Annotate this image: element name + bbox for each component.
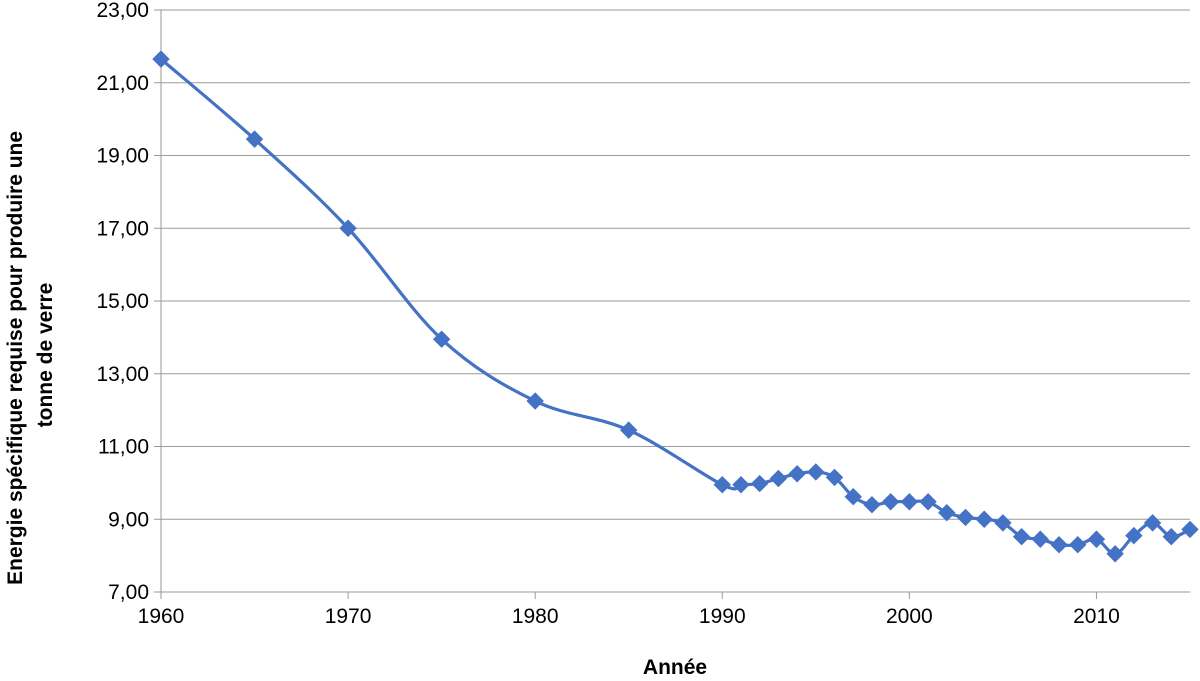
- data-point-marker: [938, 503, 956, 522]
- data-point-marker: [807, 463, 825, 481]
- y-axis-title-line-2: tonne de verre: [34, 283, 57, 428]
- y-axis-ticks: 7,00 9,00 11,00 13,00 15,00 17,00 19,00 21,00 23…: [96, 0, 161, 604]
- y-tick-label: 21,00: [96, 72, 149, 95]
- data-point-marker: [881, 493, 900, 511]
- y-tick-label: 9,00: [108, 508, 149, 531]
- data-point-marker: [825, 468, 844, 487]
- x-tick-label: 1970: [325, 605, 372, 628]
- y-tick-label: 7,00: [108, 581, 149, 604]
- data-point-marker: [844, 487, 862, 506]
- x-tick-label: 1980: [512, 605, 559, 628]
- data-point-marker: [788, 465, 806, 483]
- data-point-marker: [900, 493, 919, 511]
- data-point-marker: [750, 474, 769, 493]
- data-point-marker: [1181, 520, 1199, 539]
- data-point-marker: [919, 493, 937, 511]
- y-tick-label: 11,00: [98, 436, 149, 459]
- data-point-marker: [432, 330, 451, 348]
- data-point-marker: [1106, 545, 1124, 563]
- data-point-marker: [994, 514, 1012, 532]
- data-point-marker: [1087, 530, 1106, 548]
- y-axis-title-line-1: Energie spécifique requise pour produire…: [4, 131, 27, 585]
- y-axis-title: Energie spécifique requise pour produire…: [4, 125, 57, 585]
- data-point-marker: [1031, 530, 1050, 548]
- data-point-marker: [526, 392, 544, 410]
- series-group: [152, 50, 1199, 563]
- x-tick-label: 1990: [699, 605, 746, 628]
- x-axis-ticks: 1960 1970 1980 1990 2000 2010: [138, 592, 1120, 628]
- x-tick-label: 1960: [138, 605, 185, 628]
- data-point-marker: [152, 50, 170, 68]
- x-tick-label: 2000: [886, 605, 933, 628]
- data-point-marker: [1162, 528, 1180, 546]
- data-point-marker: [245, 130, 264, 148]
- data-point-marker: [975, 510, 993, 528]
- data-point-marker: [339, 219, 357, 237]
- x-axis-title: Année: [643, 656, 707, 679]
- data-point-marker: [1143, 514, 1162, 532]
- data-point-marker: [956, 508, 975, 527]
- y-tick-label: 15,00: [96, 290, 149, 313]
- data-point-marker: [1125, 526, 1143, 545]
- data-point-marker: [620, 421, 638, 439]
- y-tick-label: 17,00: [96, 217, 149, 240]
- y-tick-label: 19,00: [96, 145, 149, 168]
- data-point-marker: [1069, 536, 1087, 554]
- data-point-marker: [863, 495, 881, 514]
- y-tick-label: 23,00: [96, 0, 149, 22]
- gridlines: [161, 9, 1190, 520]
- y-tick-label: 13,00: [96, 363, 149, 386]
- series-line: [159, 57, 1192, 556]
- data-point-marker: [732, 475, 750, 494]
- data-point-marker: [713, 475, 731, 494]
- data-point-marker: [1050, 536, 1068, 554]
- data-point-marker: [1012, 528, 1031, 546]
- x-tick-label: 2010: [1073, 605, 1120, 628]
- data-point-marker: [769, 469, 788, 488]
